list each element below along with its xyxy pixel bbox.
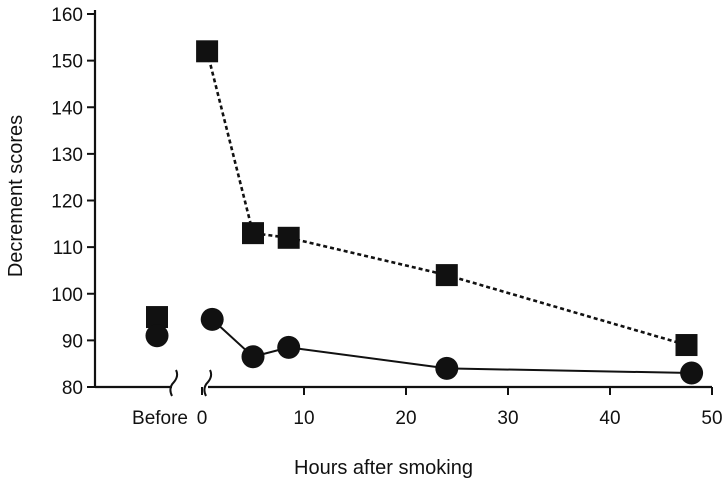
data-point xyxy=(277,335,301,359)
data-point-before xyxy=(146,306,168,329)
data-point xyxy=(242,222,264,245)
data-point xyxy=(241,345,265,369)
y-tick-label: 140 xyxy=(51,98,83,119)
series-line xyxy=(205,50,687,347)
x-tick-label: 10 xyxy=(293,408,314,429)
y-tick-label: 80 xyxy=(62,378,83,399)
data-point xyxy=(680,361,704,385)
axis-break-right xyxy=(203,369,213,397)
series-layer xyxy=(145,40,704,385)
data-point xyxy=(435,356,459,380)
y-tick-label: 160 xyxy=(51,5,83,26)
y-tick-label: 130 xyxy=(51,145,83,166)
data-point xyxy=(196,40,219,63)
y-axis-title: Decrement scores xyxy=(5,115,27,277)
x-tick-label: 20 xyxy=(395,408,416,429)
data-point xyxy=(435,264,458,287)
y-tick-label: 90 xyxy=(62,331,83,352)
axis-break-left xyxy=(169,369,179,397)
data-point xyxy=(200,307,224,331)
data-point-before xyxy=(145,324,169,348)
data-point xyxy=(675,334,698,357)
y-tick-label: 150 xyxy=(51,52,83,73)
y-axis: 80 90 100 110 120 130 140 150 160 xyxy=(51,5,97,399)
data-point xyxy=(277,226,300,249)
x-tick-label: 40 xyxy=(599,408,620,429)
y-tick-label: 110 xyxy=(53,238,83,259)
x-axis-title: Hours after smoking xyxy=(294,457,473,479)
x-tick-label: 0 xyxy=(197,408,208,429)
x-axis: 0 10 20 30 40 50 Before xyxy=(95,369,723,429)
y-tick-label: 100 xyxy=(51,285,83,306)
x-tick-label: 50 xyxy=(701,408,722,429)
x-tick-label-before: Before xyxy=(132,408,188,429)
y-tick-label: 120 xyxy=(51,192,83,213)
x-tick-label: 30 xyxy=(497,408,518,429)
